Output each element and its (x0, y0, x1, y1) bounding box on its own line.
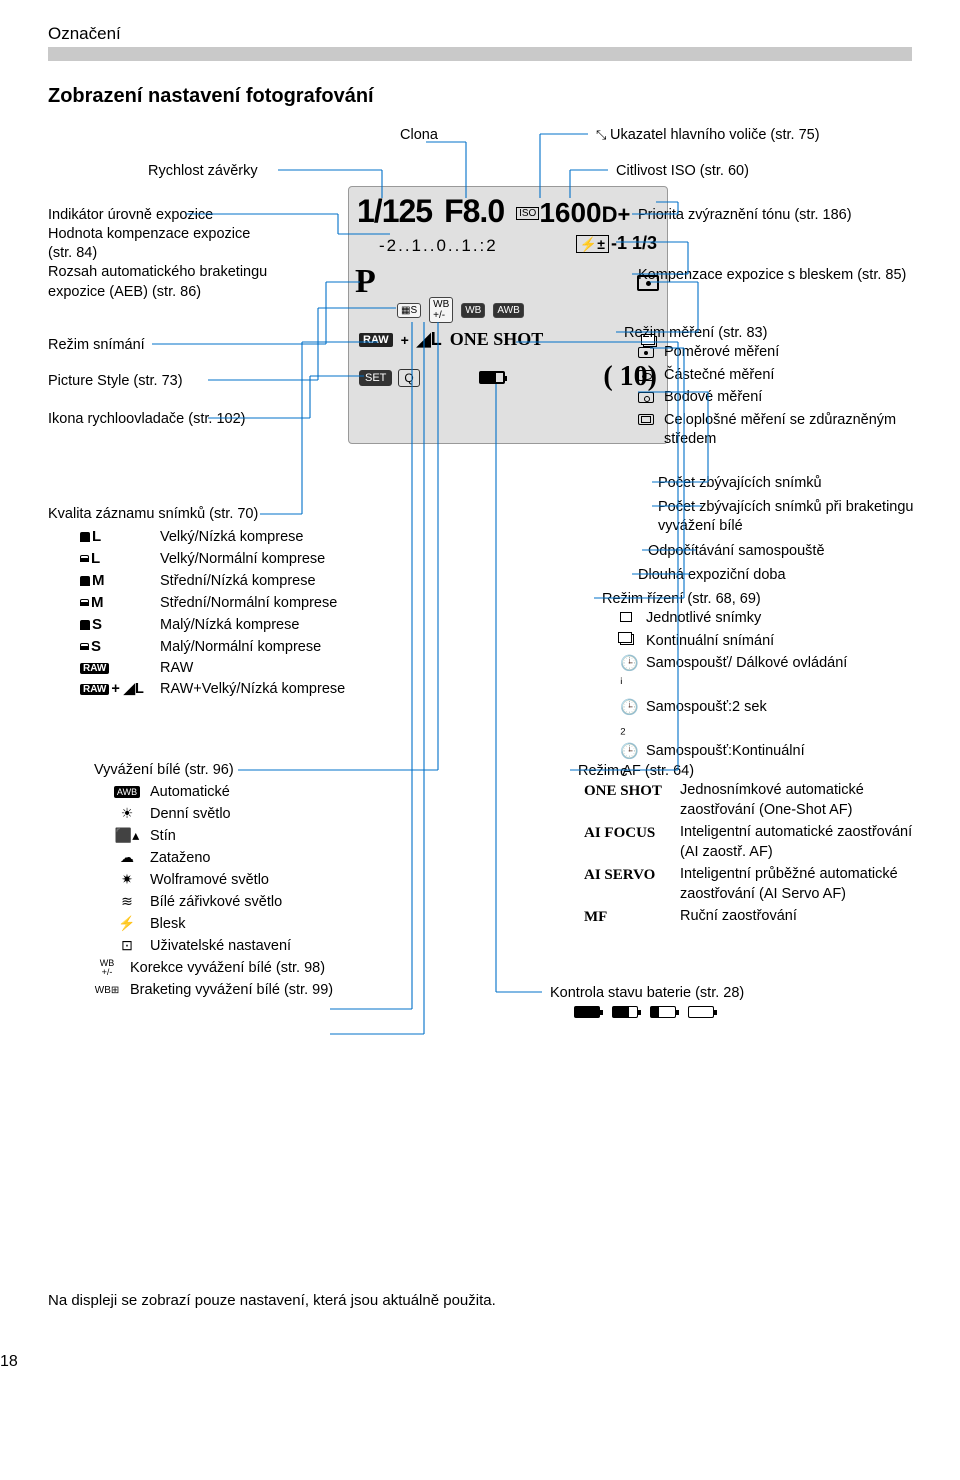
lcd-flash-comp: ⚡±-1 1/3 (576, 233, 657, 254)
label-rychloovladac: Ikona rychloovladače (str. 102) (48, 410, 248, 429)
label-picture-style: Picture Style (str. 73) (48, 372, 183, 391)
quality-title: Kvalita záznamu snímků (str. 70) (48, 506, 345, 522)
label-clona: Clona (400, 126, 438, 145)
wb-braketing-icon: WB⊞ (94, 985, 120, 996)
diagram: Clona Rychlost závěrky ⤡ Ukazatel hlavní… (48, 126, 912, 1286)
metering-block: Režim měření (str. 83) Poměrové měření Čá… (624, 324, 924, 453)
quality-row: RAWRAW (80, 660, 345, 676)
label-rezim-snimani: Režim snímání (48, 336, 145, 355)
label-pocet-zbyv: Počet zbývajících snímků (658, 474, 928, 493)
wb-braketing: Braketing vyvážení bílé (str. 99) (130, 982, 333, 998)
label-dlouha: Dlouhá expoziční doba (638, 566, 918, 585)
quality-row: MStřední/Normální komprese (80, 594, 345, 611)
metering-row: Celoplošné měření se zdůrazněným středem (638, 411, 924, 450)
wb-row: ⬛▴Stín (114, 827, 333, 844)
battery-icon (688, 1006, 714, 1018)
drive-row: Jednotlivé snímky (620, 609, 922, 628)
wb-row: ⚡Blesk (114, 915, 333, 932)
label-pointer: ⤡ Ukazatel hlavního voliče (str. 75) (596, 126, 820, 145)
lcd-icon-row: ▦S WB+/- WB AWB (397, 297, 524, 323)
drive-row: 🕒₂Samospoušť:2 sek (620, 698, 922, 739)
label-iso: Citlivost ISO (str. 60) (616, 162, 749, 181)
grey-bar (48, 47, 912, 61)
af-row: MFRuční zaostřování (584, 907, 928, 927)
af-row: AI SERVOInteligentní průběžné automatick… (584, 865, 928, 904)
battery-icon (650, 1006, 676, 1018)
lcd-dplus: D+ (602, 202, 631, 227)
battery-icon (574, 1006, 600, 1018)
quality-row: LVelký/Normální komprese (80, 550, 345, 567)
quality-row: SMalý/Nízká komprese (80, 616, 345, 633)
lcd-wbcorr-icon: WB+/- (429, 297, 453, 323)
label-metering: Režim měření (str. 83) (624, 324, 924, 343)
label-komp-blesk: Kompenzace expozice s bleskem (str. 85) (638, 266, 918, 285)
label-rozsah: Rozsah automatického braketingu expozice… (48, 263, 278, 301)
lcd-mode: P (355, 263, 376, 301)
lcd-set-row: SET Q (359, 369, 420, 387)
label-battery: Kontrola stavu baterie (str. 28) (550, 984, 930, 1003)
wb-row: ☀Denní světlo (114, 805, 333, 822)
label-indikator: Indikátor úrovně expozice (48, 206, 278, 225)
lcd-battery-icon (479, 371, 505, 384)
metering-row: Poměrové měření (638, 343, 924, 362)
wb-korekce: Korekce vyvážení bílé (str. 98) (130, 960, 325, 976)
label-odpocitavani: Odpočítávání samospouště (648, 542, 928, 561)
quality-row: SMalý/Normální komprese (80, 638, 345, 655)
af-block: Režim AF (str. 64) ONE SHOTJednosnímkové… (578, 762, 928, 930)
lcd-panel: 1/125 F8.0 ISO1600D+ -2..1..0..1.:2 ⚡±-1… (348, 186, 668, 444)
label-pocet-brak: Počet zbývajících snímků při braketingu … (658, 498, 928, 537)
wb-row: ☁Zataženo (114, 849, 333, 866)
metering-row: Částečné měření (638, 366, 924, 385)
wb-row: ≋Bílé zářivkové světlo (114, 893, 333, 910)
label-priorita: Priorita zvýraznění tónu (str. 186) (638, 206, 918, 225)
drive-row: 🕒ⁱSamospoušť/ Dálkové ovládání (620, 654, 922, 695)
wb-korekce-icon: WB +/- (94, 959, 120, 977)
battery-icon (612, 1006, 638, 1018)
lcd-quality-row: RAW + ◢L ONE SHOT (359, 329, 543, 350)
label-left-block: Indikátor úrovně expozice Hodnota kompen… (48, 206, 278, 302)
wb-title: Vyvážení bílé (str. 96) (94, 762, 333, 778)
af-row: AI FOCUSInteligentní automatické zaostřo… (584, 823, 928, 862)
page-number: 18 (0, 1353, 18, 1371)
label-rizeni: Režim řízení (str. 68, 69) (602, 590, 922, 609)
label-shutter: Rychlost závěrky (148, 162, 258, 181)
label-af: Režim AF (str. 64) (578, 762, 928, 781)
drive-block: Režim řízení (str. 68, 69) Jednotlivé sn… (602, 590, 922, 786)
quality-row: RAW + ◢LRAW+Velký/Nízká komprese (80, 681, 345, 697)
quality-list: Kvalita záznamu snímků (str. 70) LVelký/… (48, 506, 345, 702)
wb-list: Vyvážení bílé (str. 96) AWBAutomatické ☀D… (94, 762, 333, 1003)
lcd-awb-icon: AWB (493, 303, 523, 318)
wb-row: ✷Wolframové světlo (114, 871, 333, 888)
lcd-iso: 1600 (539, 197, 601, 228)
lcd-iso-icon: ISO (516, 207, 539, 220)
af-row: ONE SHOTJednosnímkové automatické zaostř… (584, 781, 928, 820)
lcd-shutter: 1/125 (357, 193, 432, 230)
metering-row: Bodové měření (638, 388, 924, 407)
lcd-ps-icon: ▦S (397, 303, 421, 318)
section-label: Označení (48, 24, 912, 44)
pointer-icon: ⤡ (596, 127, 610, 142)
lcd-aperture: F8.0 (444, 193, 504, 230)
main-title: Zobrazení nastavení fotografování (48, 85, 912, 108)
quality-row: LVelký/Nízká komprese (80, 528, 345, 545)
battery-block: Kontrola stavu baterie (str. 28) (550, 984, 930, 1018)
wb-row: AWBAutomatické (114, 784, 333, 800)
quality-row: MStřední/Nízká komprese (80, 572, 345, 589)
wb-row: ⊡Uživatelské nastavení (114, 937, 333, 954)
label-hodnota: Hodnota kompenzace expozice (str. 84) (48, 225, 278, 263)
drive-row: Kontinuální snímání (620, 632, 922, 651)
bottom-note: Na displeji se zobrazí pouze nastavení, … (48, 1292, 912, 1309)
lcd-wbbkt-icon: WB (461, 303, 485, 318)
